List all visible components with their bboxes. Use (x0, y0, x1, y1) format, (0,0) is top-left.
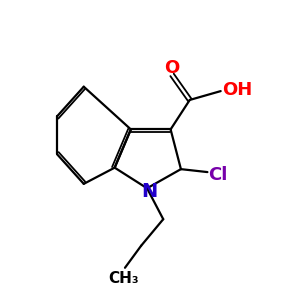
Text: O: O (164, 59, 180, 77)
Text: N: N (141, 182, 158, 201)
Text: OH: OH (222, 81, 252, 99)
Text: CH₃: CH₃ (108, 271, 139, 286)
Text: Cl: Cl (208, 166, 227, 184)
